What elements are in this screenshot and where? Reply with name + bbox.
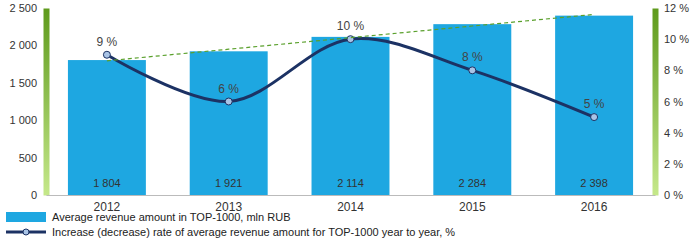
bar [312,37,390,195]
axis: 0 500 1 000 1 500 2 000 2 500 [9,2,46,201]
axis-line [47,195,656,196]
tick: 1 500 [9,77,46,89]
tick-label: 2 500 [9,2,37,14]
tick-label: 4 % [664,127,683,139]
tick: 12 % [655,2,689,14]
bar [190,51,268,195]
data-label: 6 % [218,82,239,96]
tick: 2 500 [9,2,46,14]
legend-label: Average revenue amount in TOP-1000, mln … [52,211,290,223]
tick-label: 2015 [459,200,486,214]
tick-label: 2 % [664,158,683,170]
tick: 1 000 [9,114,46,126]
tick: 2014 [337,195,364,214]
data-labels: 1 804 1 921 2 114 2 284 2 398 9 % 6 % 10 % 8 % 5 … [93,19,608,189]
marker [347,36,354,43]
marker [469,67,476,74]
bar [433,24,511,195]
tick: 10 % [655,33,689,45]
axis: 0 % 2 % 4 % 6 % 8 % 10 % 12 % [655,2,689,201]
data-label: 1 804 [93,177,121,189]
tick: 2 % [655,158,683,170]
legend-item: Average revenue amount in TOP-1000, mln … [6,211,290,223]
tick: 6 % [655,96,683,108]
tick: 2 000 [9,39,46,51]
tick-label: 0 % [664,189,683,201]
line [107,39,594,117]
axis-line [44,9,50,196]
tick: 8 % [655,64,683,76]
tick-label: 0 [31,189,37,201]
data-label: 5 % [584,97,605,111]
data-label: 2 284 [459,177,487,189]
tick: 4 % [655,127,683,139]
chart: 05001 0001 5002 0002 5000 %2 %4 %6 %8 %1… [0,0,699,246]
marks [68,14,633,195]
data-label: 2 114 [337,177,364,189]
tick-label: 6 % [664,96,683,108]
trend-line [107,14,594,60]
legend-label: Increase (decrease) rate of average reve… [52,226,455,238]
tick: 500 [19,152,46,164]
marker [591,114,598,121]
data-label: 9 % [97,35,118,49]
tick-label: 10 % [664,33,689,45]
tick: 0 % [655,189,683,201]
tick: 2015 [459,195,486,214]
marker [225,98,232,105]
legend-item: Increase (decrease) rate of average reve… [6,226,455,238]
plot: 05001 0001 5002 0002 5000 %2 %4 %6 %8 %1… [9,2,689,214]
data-label: 10 % [337,19,365,33]
legend: Average revenue amount in TOP-1000, mln … [6,211,455,238]
tick-label: 2 000 [9,39,37,51]
legend-swatch [23,229,29,235]
bar [68,60,146,195]
tick-label: 1 000 [9,114,37,126]
axis-line [653,9,659,196]
tick-label: 2016 [581,200,608,214]
tick-label: 500 [19,152,37,164]
tick: 0 [31,189,46,201]
tick-label: 1 500 [9,77,37,89]
data-label: 2 398 [580,177,608,189]
tick-label: 8 % [664,64,683,76]
tick-label: 2014 [337,200,364,214]
marker [103,51,110,58]
data-label: 8 % [462,50,483,64]
tick-label: 12 % [664,2,689,14]
data-label: 1 921 [215,177,243,189]
tick: 2016 [581,195,608,214]
legend-swatch [6,212,46,222]
